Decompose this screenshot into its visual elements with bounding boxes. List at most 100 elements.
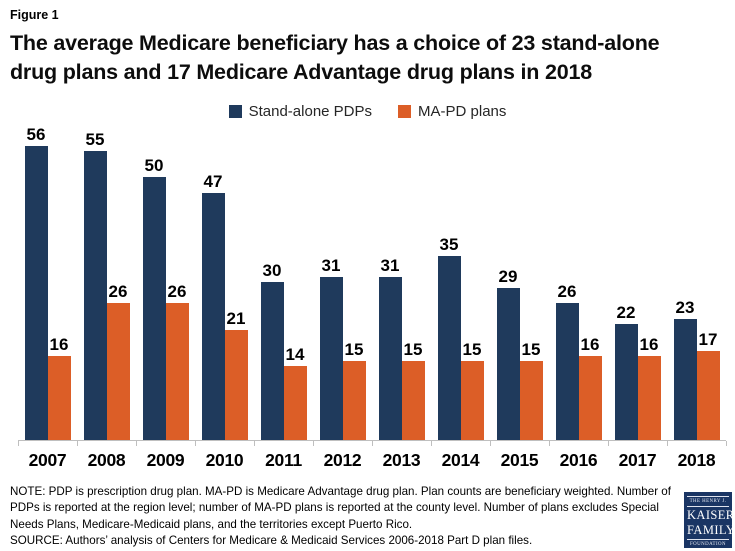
bar-ma-pd-plans: 16 (47, 335, 71, 440)
x-tick-label-2018: 2018 (677, 450, 716, 470)
kff-logo-line-family: FAMILY (687, 522, 735, 537)
bar-stand-alone-pdps: 56 (24, 125, 48, 440)
x-axis-tick (372, 441, 431, 446)
bar-stand-alone-pdps: 29 (496, 267, 520, 440)
year-group-2017: 22 16 (608, 129, 667, 440)
bar-value-label: 14 (285, 345, 305, 364)
bar-value-label: 15 (462, 340, 482, 359)
x-axis-labels: 2007 2008 2009 2010 2011 2012 2013 2014 2015 2016… (18, 450, 726, 471)
bar-ma-pd-plans: 21 (224, 309, 248, 440)
bar-value-label: 15 (403, 340, 423, 359)
year-group-2007: 56 16 (18, 125, 77, 440)
bar-ma-pd-plans: 17 (696, 330, 720, 440)
bar-value-label: 31 (380, 256, 400, 275)
footer: NOTE: PDP is prescription drug plan. MA-… (10, 484, 684, 550)
year-group-2013: 31 15 (372, 129, 431, 440)
bar-value-label: 30 (262, 261, 282, 280)
x-tick-label-2009: 2009 (146, 450, 185, 470)
x-axis-tick (431, 441, 490, 446)
bar-value-label: 17 (698, 330, 718, 349)
kff-logo: THE HENRY J. KAISER FAMILY FOUNDATION (684, 492, 735, 548)
bar-value-label: 15 (344, 340, 364, 359)
x-tick-label-2015: 2015 (500, 450, 539, 470)
legend: Stand-alone PDPs MA-PD plans (0, 103, 735, 120)
bar-stand-alone-pdps: 30 (260, 261, 284, 440)
x-axis-tick (313, 441, 372, 446)
bar-value-label: 26 (108, 282, 128, 301)
bar-chart: 56 16 55 26 50 26 47 21 30 14 31 15 31 15 35 15 29 15 26 16… (18, 125, 726, 441)
bar-ma-pd-plans: 14 (283, 345, 307, 440)
kff-logo-line-henry: THE HENRY J. (687, 496, 729, 507)
kff-logo-line-kaiser: KAISER (687, 508, 735, 522)
bar-value-label: 21 (226, 309, 246, 328)
bar-value-label: 16 (49, 335, 69, 354)
x-axis-tick (195, 441, 254, 446)
year-group-2008: 55 26 (77, 129, 136, 440)
bar-ma-pd-plans: 16 (637, 335, 661, 440)
chart-title: The average Medicare beneficiary has a c… (10, 29, 710, 86)
x-tick-label-2014: 2014 (441, 450, 480, 470)
x-tick-label-2013: 2013 (382, 450, 421, 470)
year-group-2016: 26 16 (549, 129, 608, 440)
x-axis-tick (608, 441, 667, 446)
bar-value-label: 26 (557, 282, 577, 301)
bar-stand-alone-pdps: 47 (201, 172, 225, 440)
x-axis-tick (18, 441, 77, 446)
bar-value-label: 16 (580, 335, 600, 354)
bar-stand-alone-pdps: 35 (437, 235, 461, 440)
bar-ma-pd-plans: 15 (460, 340, 484, 440)
x-tick-label-2012: 2012 (323, 450, 362, 470)
x-tick-label-2007: 2007 (28, 450, 67, 470)
legend-label: MA-PD plans (418, 103, 507, 120)
bar-stand-alone-pdps: 31 (319, 256, 343, 440)
bar-ma-pd-plans: 15 (342, 340, 366, 440)
bar-value-label: 47 (203, 172, 223, 191)
legend-item-mapd: MA-PD plans (398, 103, 506, 120)
x-tick-label-2011: 2011 (265, 450, 302, 470)
bar-value-label: 35 (439, 235, 459, 254)
bar-stand-alone-pdps: 55 (83, 130, 107, 440)
legend-swatch-mapd (398, 105, 412, 118)
x-axis-tick (667, 441, 726, 446)
bar-stand-alone-pdps: 22 (614, 303, 638, 440)
note-text: NOTE: PDP is prescription drug plan. MA-… (10, 485, 671, 531)
chart-title-line1: The average Medicare beneficiary has a c… (10, 31, 660, 55)
bar-value-label: 56 (26, 125, 46, 144)
year-group-2014: 35 15 (431, 129, 490, 440)
x-axis-tick (549, 441, 608, 446)
figure-label: Figure 1 (10, 8, 59, 22)
bar-value-label: 16 (639, 335, 659, 354)
chart-title-line2: drug plans and 17 Medicare Advantage dru… (10, 59, 593, 84)
bar-stand-alone-pdps: 50 (142, 156, 166, 440)
bar-stand-alone-pdps: 23 (673, 298, 697, 440)
year-group-2010: 47 21 (195, 129, 254, 440)
bar-value-label: 23 (675, 298, 695, 317)
bar-ma-pd-plans: 15 (401, 340, 425, 440)
bar-ma-pd-plans: 26 (106, 282, 130, 440)
x-tick-label-2008: 2008 (87, 450, 126, 470)
x-tick-label-2010: 2010 (205, 450, 244, 470)
bar-value-label: 26 (167, 282, 187, 301)
bar-value-label: 29 (498, 267, 518, 286)
legend-swatch-pdp (228, 105, 242, 118)
x-axis-tick (77, 441, 136, 446)
x-tick-label-2017: 2017 (618, 450, 657, 470)
source-text: SOURCE: Authors’ analysis of Centers for… (10, 534, 533, 548)
year-group-2018: 23 17 (667, 129, 726, 440)
bar-ma-pd-plans: 26 (165, 282, 189, 440)
bar-stand-alone-pdps: 31 (378, 256, 402, 440)
bar-value-label: 15 (521, 340, 541, 359)
bar-stand-alone-pdps: 26 (555, 282, 579, 440)
x-axis-tick (136, 441, 195, 446)
bar-value-label: 50 (144, 156, 164, 175)
legend-label: Stand-alone PDPs (248, 103, 373, 120)
bar-value-label: 55 (85, 130, 105, 149)
x-axis-tick (254, 441, 313, 446)
kff-logo-line-foundation: FOUNDATION (687, 538, 729, 547)
year-group-2011: 30 14 (254, 129, 313, 440)
x-axis-tick (490, 441, 549, 446)
bar-value-label: 31 (321, 256, 341, 275)
bar-ma-pd-plans: 15 (519, 340, 543, 440)
bar-value-label: 22 (616, 303, 636, 322)
